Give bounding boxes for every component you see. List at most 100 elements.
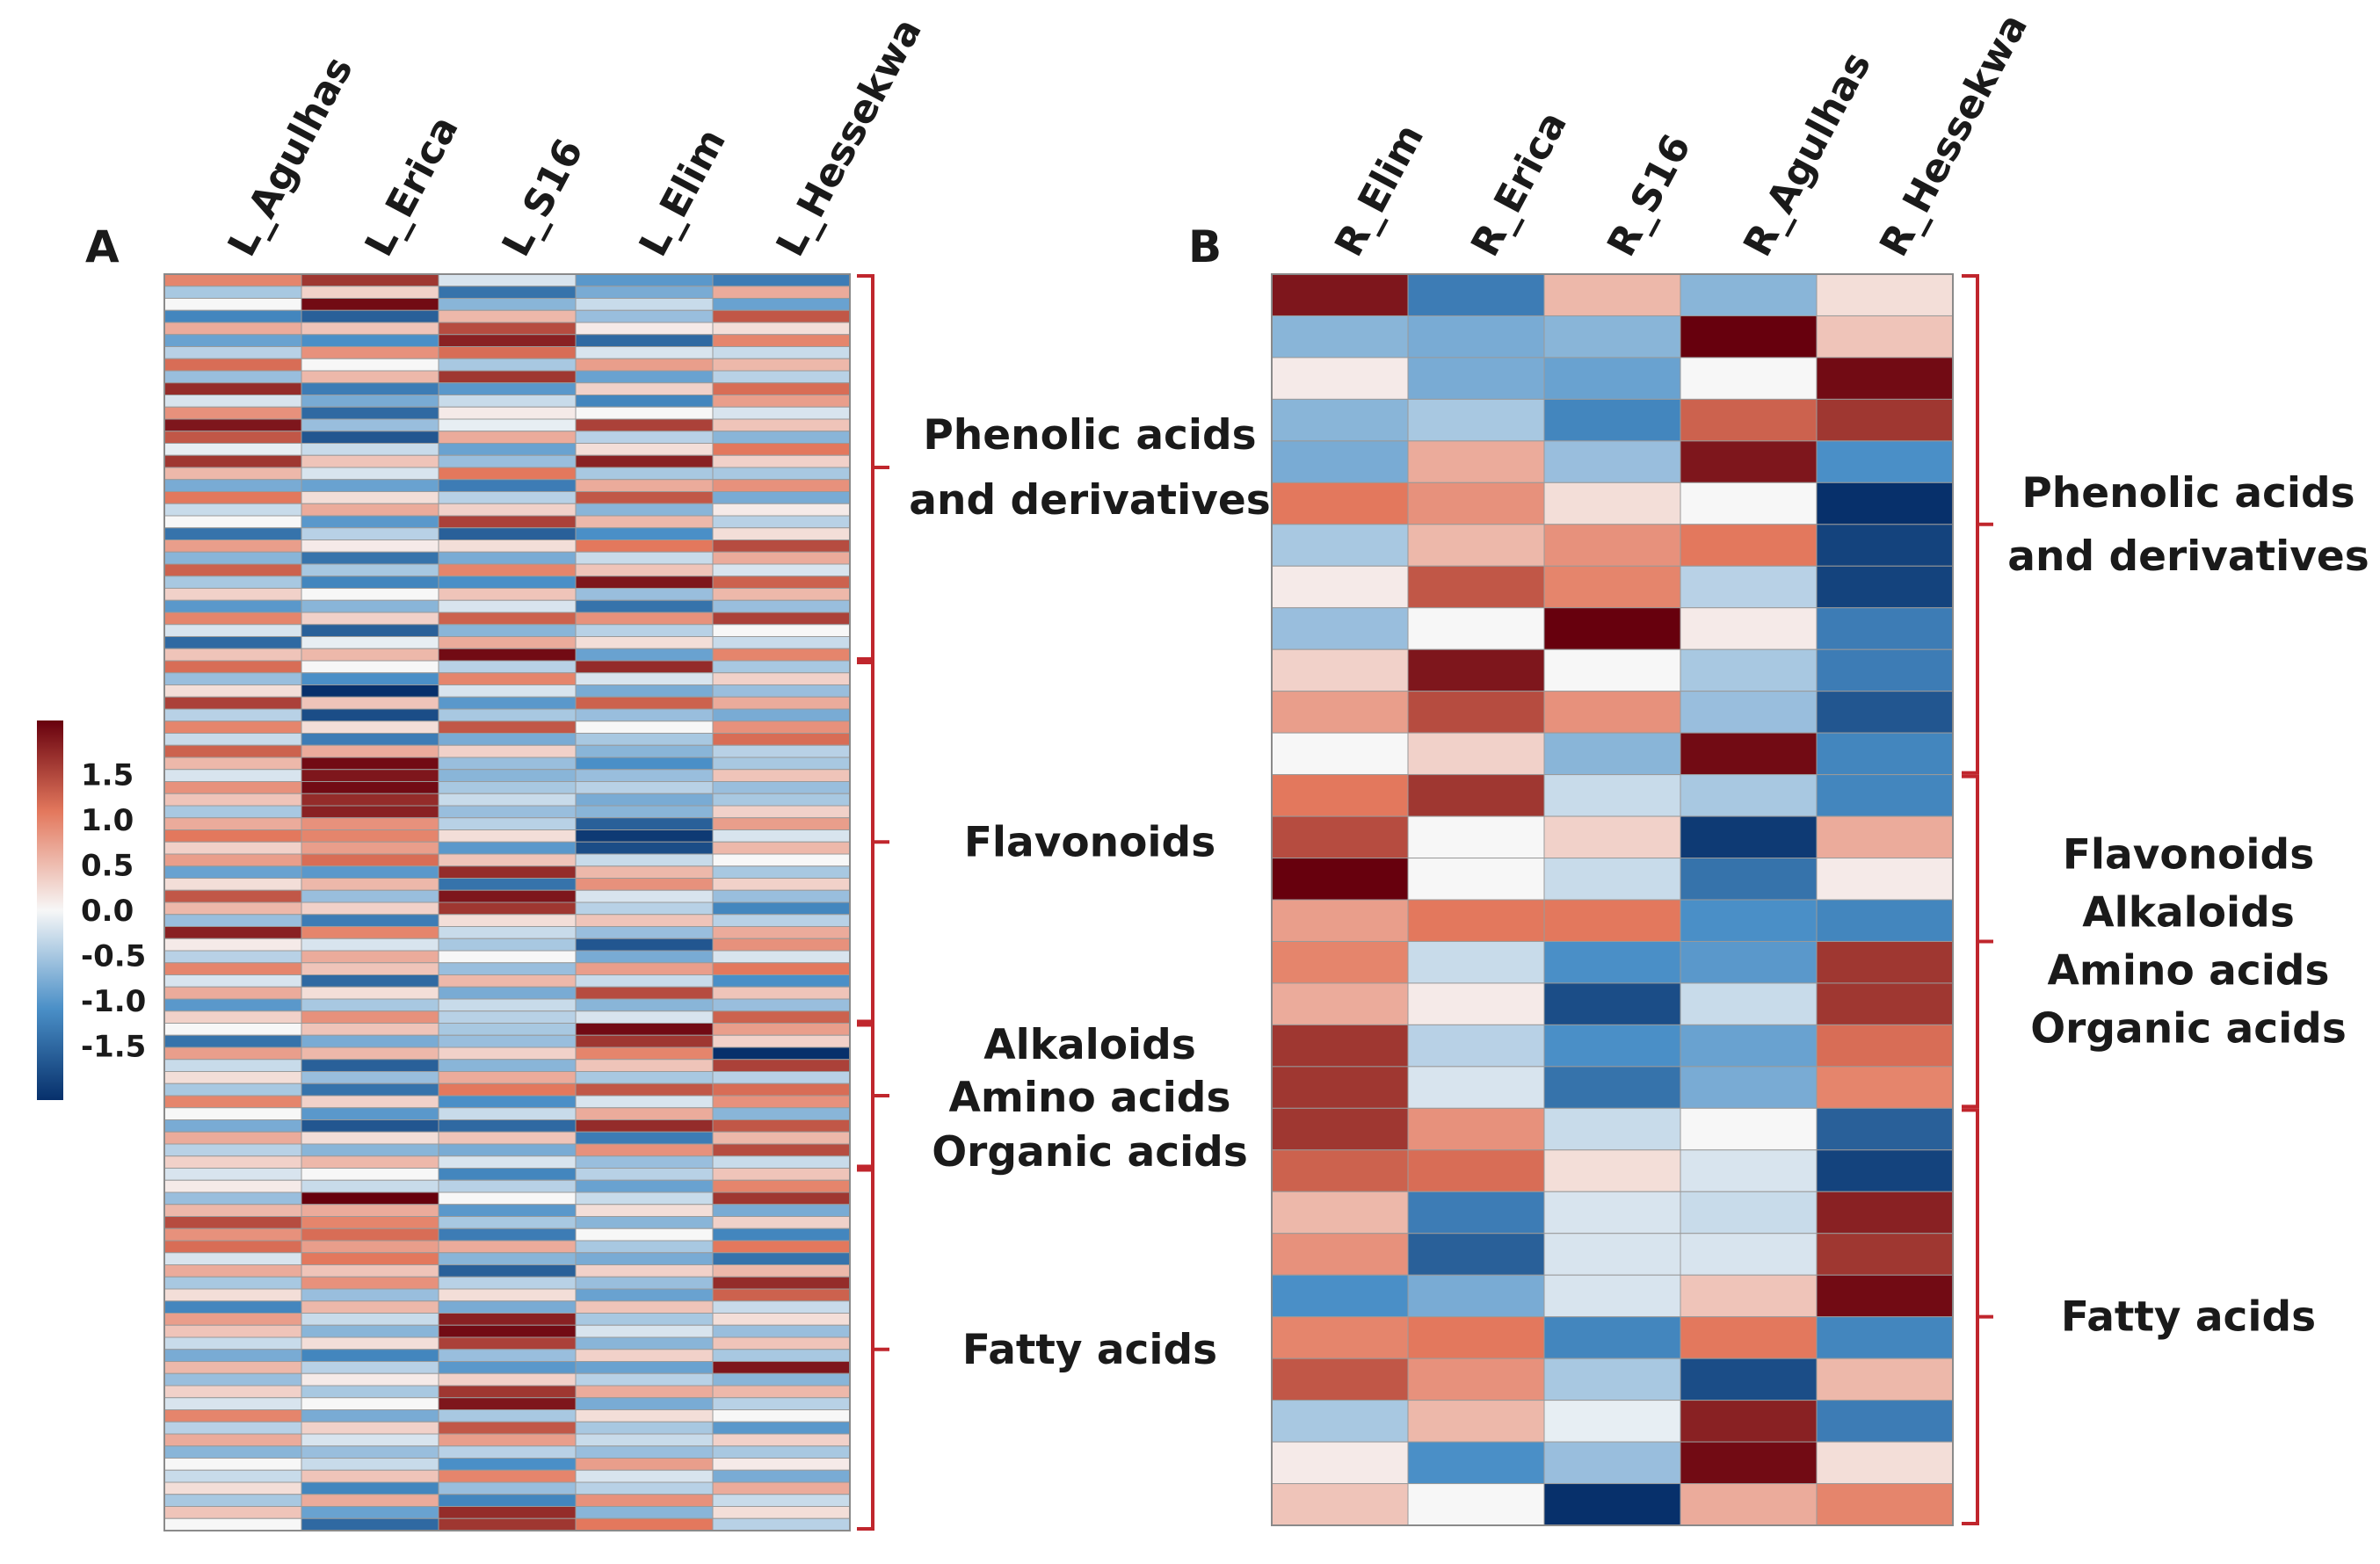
heatmap-cell — [438, 479, 577, 492]
heatmap-cell — [1543, 691, 1681, 734]
heatmap-cell — [163, 576, 302, 589]
heatmap-cell — [575, 998, 714, 1012]
heatmap-cell — [163, 1155, 302, 1169]
heatmap-cell — [1680, 815, 1818, 859]
heatmap-cell — [438, 298, 577, 311]
heatmap-cell — [438, 551, 577, 565]
heatmap-cell — [1680, 691, 1818, 734]
heatmap-cell — [438, 781, 577, 794]
column-label: L_S16 — [494, 132, 592, 264]
heatmap-cell — [301, 708, 439, 722]
heatmap-cell — [712, 1143, 851, 1157]
heatmap-cell — [712, 515, 851, 529]
column-label: R_Erica — [1462, 105, 1576, 264]
heatmap-cell — [1271, 1149, 1409, 1192]
heatmap-cell — [438, 1216, 577, 1229]
heatmap-cell — [438, 612, 577, 626]
heatmap-cell — [712, 1010, 851, 1024]
heatmap-cell — [438, 720, 577, 734]
heatmap-cell — [301, 648, 439, 662]
heatmap-cell — [1407, 1316, 1545, 1359]
heatmap-cell — [575, 382, 714, 395]
heatmap-cell — [163, 660, 302, 674]
heatmap-cell — [712, 358, 851, 372]
heatmap-cell — [301, 1517, 439, 1531]
heatmap-cell — [163, 1458, 302, 1471]
heatmap-cell — [301, 865, 439, 879]
heatmap-cell — [301, 914, 439, 927]
heatmap-cell — [438, 515, 577, 529]
heatmap-cell — [1680, 1149, 1818, 1192]
column-label: R_Elim — [1326, 117, 1433, 264]
heatmap-cell — [438, 503, 577, 517]
heatmap-cell — [1407, 732, 1545, 776]
heatmap-cell — [575, 1179, 714, 1193]
heatmap-cell — [712, 950, 851, 964]
row-group-label: Organic acids — [932, 1128, 1248, 1177]
heatmap-cell — [712, 273, 851, 287]
heatmap-cell — [301, 551, 439, 565]
heatmap-cell — [575, 346, 714, 359]
heatmap-cell — [1407, 1066, 1545, 1109]
heatmap-cell — [438, 273, 577, 287]
heatmap-cell — [712, 479, 851, 492]
heatmap-cell — [301, 527, 439, 540]
heatmap-cell — [1680, 732, 1818, 776]
heatmap-cell — [712, 1155, 851, 1169]
heatmap-cell — [575, 1517, 714, 1531]
heatmap-cell — [438, 901, 577, 916]
heatmap-cell — [301, 1179, 439, 1193]
heatmap-cell — [163, 1059, 302, 1072]
heatmap-cell — [438, 1288, 577, 1302]
heatmap-cell — [575, 1481, 714, 1495]
heatmap-cell — [1816, 440, 1954, 483]
heatmap-cell — [301, 950, 439, 964]
heatmap-cell — [712, 1336, 851, 1350]
heatmap-cell — [301, 1034, 439, 1048]
heatmap-cell — [1816, 1441, 1954, 1485]
heatmap-cell — [301, 1046, 439, 1061]
heatmap-cell — [575, 769, 714, 782]
heatmap-cell — [438, 1409, 577, 1423]
heatmap-cell — [575, 1046, 714, 1061]
heatmap-cell — [438, 1494, 577, 1507]
heatmap-cell — [1680, 1274, 1818, 1318]
column-label: R_Agulhas — [1735, 45, 1880, 264]
heatmap-cell — [1816, 1358, 1954, 1401]
heatmap-cell — [575, 334, 714, 347]
heatmap-cell — [301, 1131, 439, 1145]
heatmap-cell — [575, 744, 714, 758]
heatmap-cell — [301, 309, 439, 323]
heatmap-cell — [301, 1421, 439, 1435]
heatmap-cell — [575, 672, 714, 685]
heatmap-cell — [438, 1143, 577, 1157]
heatmap-cell — [301, 1264, 439, 1278]
heatmap-cell — [712, 1433, 851, 1447]
heatmap-cell — [1407, 1483, 1545, 1526]
heatmap-cell — [163, 1264, 302, 1278]
heatmap-cell — [438, 1264, 577, 1278]
heatmap-cell — [575, 298, 714, 311]
panel-label: B — [1188, 221, 1222, 272]
heatmap-cell — [163, 406, 302, 420]
heatmap-cell — [163, 298, 302, 311]
heatmap-cell — [575, 1059, 714, 1072]
heatmap-cell — [438, 757, 577, 771]
heatmap-cell — [438, 1385, 577, 1399]
heatmap-cell — [712, 841, 851, 855]
heatmap-cell — [1680, 1233, 1818, 1276]
heatmap-cell — [1680, 982, 1818, 1025]
heatmap-cell — [163, 1227, 302, 1242]
heatmap-cell — [1407, 899, 1545, 942]
heatmap-cell — [438, 382, 577, 395]
heatmap-cell — [301, 998, 439, 1012]
heatmap-cell — [301, 1082, 439, 1097]
heatmap-cell — [1271, 1191, 1409, 1235]
heatmap-cell — [438, 684, 577, 698]
heatmap-cell — [163, 636, 302, 649]
heatmap-cell — [438, 1445, 577, 1459]
heatmap-cell — [163, 527, 302, 540]
heatmap-cell — [712, 418, 851, 432]
heatmap-cell — [712, 576, 851, 589]
heatmap-cell — [712, 889, 851, 903]
